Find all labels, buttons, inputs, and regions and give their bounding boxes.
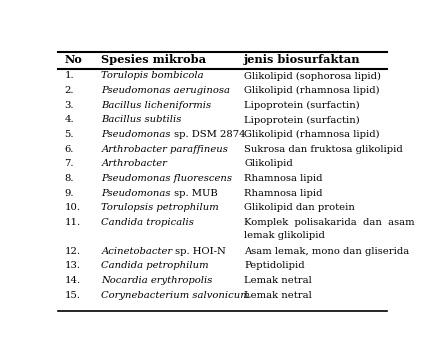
- Text: Arthrobacter: Arthrobacter: [101, 160, 167, 168]
- Text: Lipoprotein (surfactin): Lipoprotein (surfactin): [244, 115, 360, 125]
- Text: 3.: 3.: [64, 101, 74, 110]
- Text: sp. MUB: sp. MUB: [171, 189, 217, 198]
- Text: Torulopsis petrophilum: Torulopsis petrophilum: [101, 203, 219, 213]
- Text: Glikolipid (sophorosa lipid): Glikolipid (sophorosa lipid): [244, 71, 381, 80]
- Text: Pseudomonas aeruginosa: Pseudomonas aeruginosa: [101, 86, 230, 95]
- Text: Nocardia erythropolis: Nocardia erythropolis: [101, 276, 213, 285]
- Text: Bacillus licheniformis: Bacillus licheniformis: [101, 101, 211, 110]
- Text: Candida petrophilum: Candida petrophilum: [101, 261, 209, 270]
- Text: sp. HOI-N: sp. HOI-N: [172, 247, 226, 256]
- Text: Sukrosa dan fruktosa glikolipid: Sukrosa dan fruktosa glikolipid: [244, 145, 403, 154]
- Text: Glikolipid (rhamnosa lipid): Glikolipid (rhamnosa lipid): [244, 86, 380, 95]
- Text: 13.: 13.: [64, 261, 80, 270]
- Text: 14.: 14.: [64, 276, 80, 285]
- Text: 8.: 8.: [64, 174, 74, 183]
- Text: Komplek  polisakarida  dan  asam
lemak glikolipid: Komplek polisakarida dan asam lemak glik…: [244, 218, 415, 240]
- Text: 9.: 9.: [64, 189, 74, 198]
- Text: Spesies mikroba: Spesies mikroba: [101, 54, 207, 65]
- Text: sp. DSM 2874: sp. DSM 2874: [171, 130, 246, 139]
- Text: 11.: 11.: [64, 218, 80, 227]
- Text: 15.: 15.: [64, 291, 80, 300]
- Text: Peptidolipid: Peptidolipid: [244, 261, 305, 270]
- Text: Rhamnosa lipid: Rhamnosa lipid: [244, 174, 323, 183]
- Text: Glikolipid dan protein: Glikolipid dan protein: [244, 203, 355, 213]
- Text: Pseudomonas: Pseudomonas: [101, 189, 171, 198]
- Text: 5.: 5.: [64, 130, 74, 139]
- Text: 6.: 6.: [64, 145, 74, 154]
- Text: Glikolipid (rhamnosa lipid): Glikolipid (rhamnosa lipid): [244, 130, 380, 139]
- Text: 7.: 7.: [64, 160, 74, 168]
- Text: Corynebacterium salvonicum: Corynebacterium salvonicum: [101, 291, 250, 300]
- Text: Asam lemak, mono dan gliserida: Asam lemak, mono dan gliserida: [244, 247, 410, 256]
- Text: 12.: 12.: [64, 247, 80, 256]
- Text: Arthrobacter paraffineus: Arthrobacter paraffineus: [101, 145, 228, 154]
- Text: Rhamnosa lipid: Rhamnosa lipid: [244, 189, 323, 198]
- Text: 1.: 1.: [64, 71, 74, 80]
- Text: 10.: 10.: [64, 203, 80, 213]
- Text: Torulopis bombicola: Torulopis bombicola: [101, 71, 204, 80]
- Text: Acinetobacter: Acinetobacter: [101, 247, 172, 256]
- Text: 4.: 4.: [64, 115, 74, 124]
- Text: 2.: 2.: [64, 86, 74, 95]
- Text: Pseudomonas fluorescens: Pseudomonas fluorescens: [101, 174, 232, 183]
- Text: Lemak netral: Lemak netral: [244, 276, 312, 285]
- Text: No: No: [64, 54, 82, 65]
- Text: Pseudomonas: Pseudomonas: [101, 130, 171, 139]
- Text: Glikolipid: Glikolipid: [244, 160, 293, 168]
- Text: Candida tropicalis: Candida tropicalis: [101, 218, 194, 227]
- Text: Bacillus subtilis: Bacillus subtilis: [101, 115, 182, 124]
- Text: Lemak netral: Lemak netral: [244, 291, 312, 300]
- Text: jenis biosurfaktan: jenis biosurfaktan: [244, 54, 361, 65]
- Text: Lipoprotein (surfactin): Lipoprotein (surfactin): [244, 101, 360, 110]
